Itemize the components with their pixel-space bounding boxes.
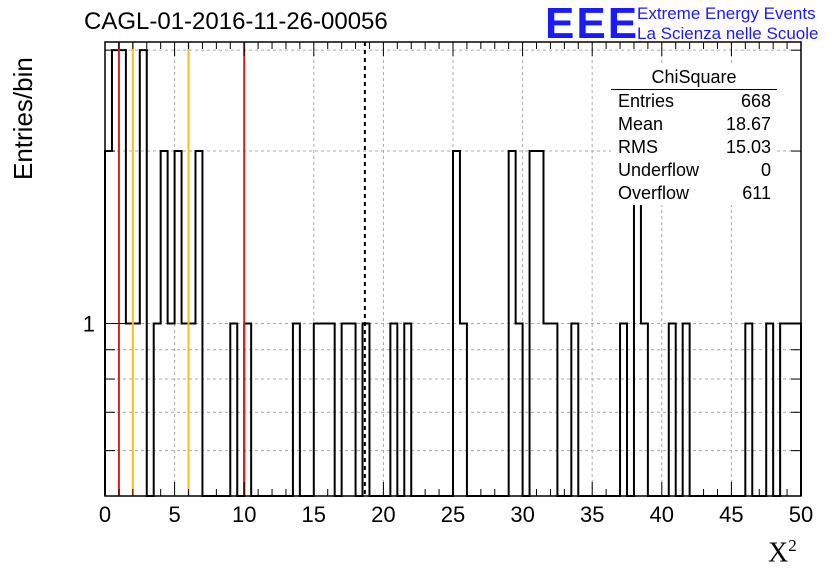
x-tick-label: 25	[441, 502, 465, 527]
x-tick-label: 5	[168, 502, 180, 527]
eee-logo: EEE	[545, 0, 640, 48]
y-tick-label: 1	[83, 312, 95, 337]
stats-box: ChiSquare Entries 668 Mean 18.67 RMS 15.03 …	[611, 66, 777, 205]
histogram-bin	[140, 50, 147, 496]
x-tick-label: 35	[580, 502, 604, 527]
x-tick-label: 50	[789, 502, 813, 527]
x-tick-label: 0	[99, 502, 111, 527]
x-tick-label: 10	[232, 502, 256, 527]
x-tick-label: 45	[719, 502, 743, 527]
logo-line-1: Extreme Energy Events	[637, 4, 816, 23]
stats-value: 15.03	[725, 137, 771, 157]
stats-value: 611	[742, 183, 771, 203]
stats-row-entries: Entries 668	[611, 90, 777, 113]
stats-label: Underflow	[618, 160, 700, 180]
y-axis-label: Entries/bin	[8, 57, 38, 180]
stats-label: Overflow	[618, 183, 690, 203]
x-tick-label: 15	[302, 502, 326, 527]
histogram-bin	[112, 50, 119, 496]
stats-row-underflow: Underflow 0	[611, 159, 777, 182]
histogram-bin	[119, 50, 126, 496]
logo-line-2: La Scienza nelle Scuole	[637, 24, 819, 43]
axis-tick-labels: 0 5 10 15 20 25 30 35 40 45 50 1	[83, 312, 813, 527]
x-axis-label: X2	[768, 536, 797, 569]
x-tick-label: 40	[650, 502, 674, 527]
stats-row-rms: RMS 15.03	[611, 136, 777, 159]
stats-value: 668	[740, 91, 771, 111]
stats-row-overflow: Overflow 611	[611, 182, 777, 205]
x-tick-label: 30	[510, 502, 534, 527]
axis-ticks	[104, 42, 802, 497]
reference-lines	[117, 42, 366, 496]
stats-value: 0	[760, 160, 771, 180]
stats-label: RMS	[618, 137, 658, 157]
stats-label: Entries	[618, 91, 675, 111]
chart-title: CAGL-01-2016-11-26-00056	[84, 8, 388, 35]
stats-value: 18.67	[725, 114, 771, 134]
x-axis-label-sup: 2	[788, 536, 797, 555]
x-axis-label-base: X	[768, 537, 789, 569]
stats-label: Mean	[618, 114, 664, 134]
stats-row-mean: Mean 18.67	[611, 113, 777, 136]
stats-title: ChiSquare	[611, 66, 777, 90]
x-tick-label: 20	[371, 502, 395, 527]
